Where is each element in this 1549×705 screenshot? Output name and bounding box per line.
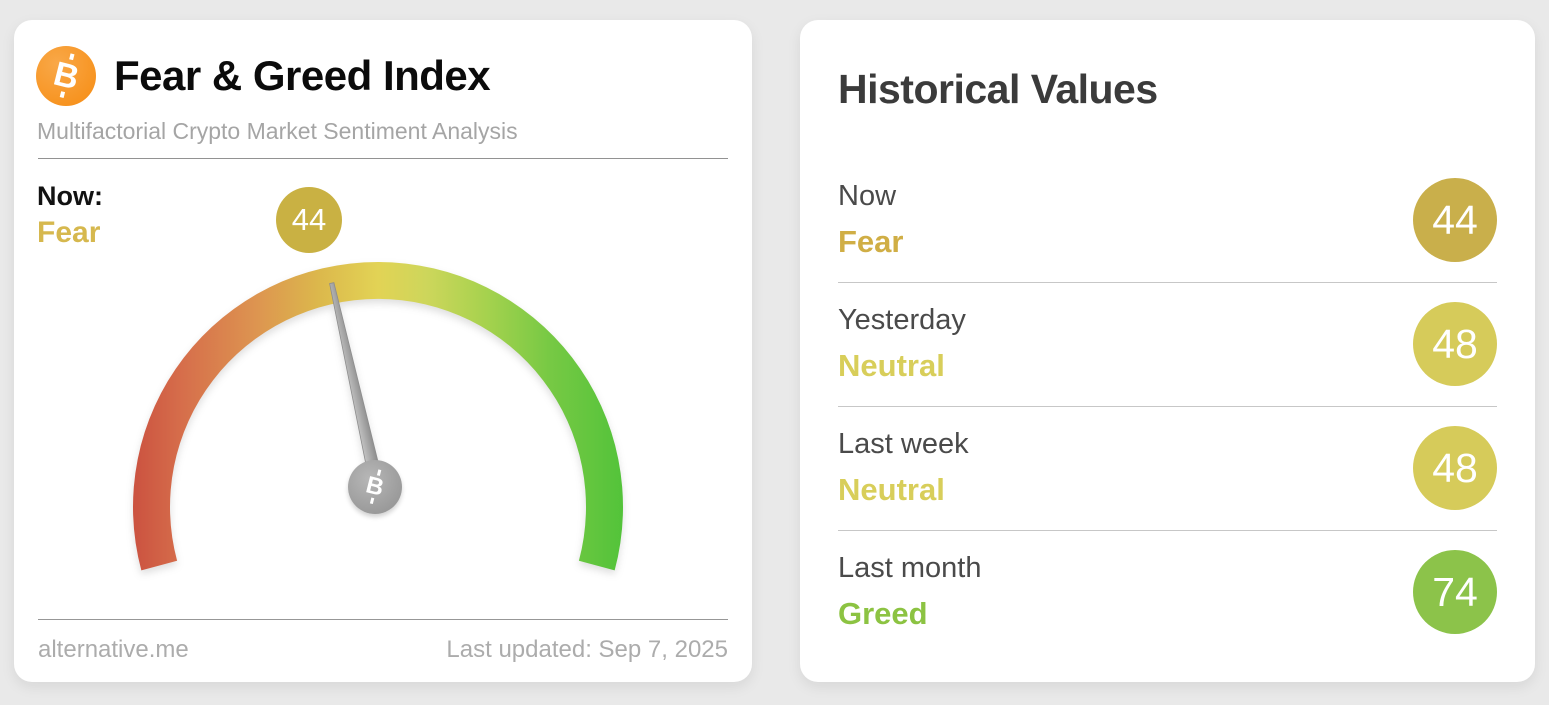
row-label: Yesterday (838, 304, 966, 336)
row-sentiment: Greed (838, 596, 928, 631)
bitcoin-icon: B (36, 46, 96, 106)
gauge-card-subtitle: Multifactorial Crypto Market Sentiment A… (37, 118, 518, 144)
gauge-card-title: Fear & Greed Index (114, 52, 491, 99)
historical-row-last-week: Last week Neutral 48 (838, 406, 1497, 530)
gauge-card-header: B Fear & Greed Index (14, 20, 752, 106)
source-link[interactable]: alternative.me (38, 636, 189, 663)
row-value-badge: 74 (1413, 550, 1497, 634)
historical-values-card: Historical Values Now Fear 44 Yesterday … (800, 20, 1535, 682)
row-value-badge: 48 (1413, 426, 1497, 510)
row-sentiment: Neutral (838, 472, 945, 507)
current-value-badge: 44 (276, 187, 342, 253)
historical-rows: Now Fear 44 Yesterday Neutral 48 Last we… (838, 159, 1497, 654)
current-sentiment-block: Now: Fear (14, 159, 752, 252)
row-value-badge: 48 (1413, 302, 1497, 386)
now-label: Now: (37, 181, 103, 211)
fear-greed-gauge-card: B Fear & Greed Index Multifactorial Cryp… (14, 20, 752, 682)
row-sentiment: Fear (838, 224, 904, 259)
gauge-card-footer: alternative.me Last updated: Sep 7, 2025 (38, 619, 728, 664)
historical-row-yesterday: Yesterday Neutral 48 (838, 282, 1497, 406)
now-sentiment: Fear (37, 216, 101, 250)
historical-card-title: Historical Values (838, 66, 1158, 112)
row-value-badge: 44 (1413, 178, 1497, 262)
historical-row-now: Now Fear 44 (838, 159, 1497, 282)
row-label: Last week (838, 428, 969, 460)
row-label: Now (838, 180, 897, 212)
header-divider (38, 158, 728, 159)
bitcoin-hub-icon: B (348, 460, 402, 514)
historical-row-last-month: Last month Greed 74 (838, 530, 1497, 654)
row-sentiment: Neutral (838, 348, 945, 383)
gauge-arc (133, 261, 623, 571)
row-label: Last month (838, 552, 982, 584)
last-updated-text: Last updated: Sep 7, 2025 (446, 636, 728, 663)
gauge-chart (133, 261, 623, 571)
